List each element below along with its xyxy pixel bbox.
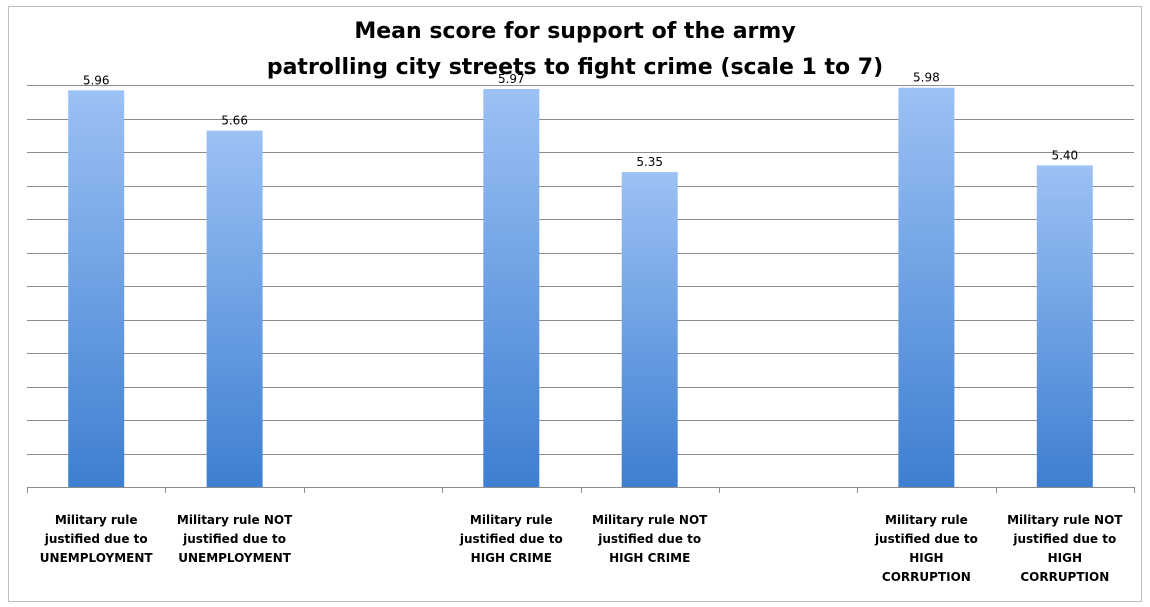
bar-value-label: 5.96: [83, 73, 110, 87]
x-category-label: Military rule justified due to HIGH CORRUPT…: [874, 513, 978, 584]
bar: [898, 87, 955, 487]
bar-value-label: 5.40: [1051, 148, 1078, 162]
x-category-label: Military rule NOT justified due to HIGH COR…: [1007, 513, 1123, 584]
bar-value-label: 5.98: [913, 71, 940, 85]
x-category-label: Military rule justified due to HIGH CRIME: [459, 513, 563, 565]
bar: [206, 130, 263, 487]
bar: [1036, 165, 1093, 487]
bar-value-label: 5.97: [498, 72, 525, 86]
bar-value-label: 5.66: [221, 114, 248, 128]
chart-title: Mean score for support of the army patro…: [0, 14, 1150, 86]
chart-title-line-2: patrolling city streets to fight crime (…: [266, 55, 884, 80]
x-category-label: Military rule justified due to UNEMPLOYMEN…: [39, 513, 153, 565]
bar-value-label: 5.35: [636, 155, 663, 169]
bar: [621, 172, 678, 487]
chart-title-line-1: Mean score for support of the army: [354, 19, 796, 44]
bar: [68, 90, 125, 488]
x-category-label: Military rule NOT justified due to HIGH CR…: [592, 513, 708, 565]
bar: [483, 89, 540, 487]
x-category-label: Military rule NOT justified due to UNEMPLO…: [176, 513, 293, 565]
